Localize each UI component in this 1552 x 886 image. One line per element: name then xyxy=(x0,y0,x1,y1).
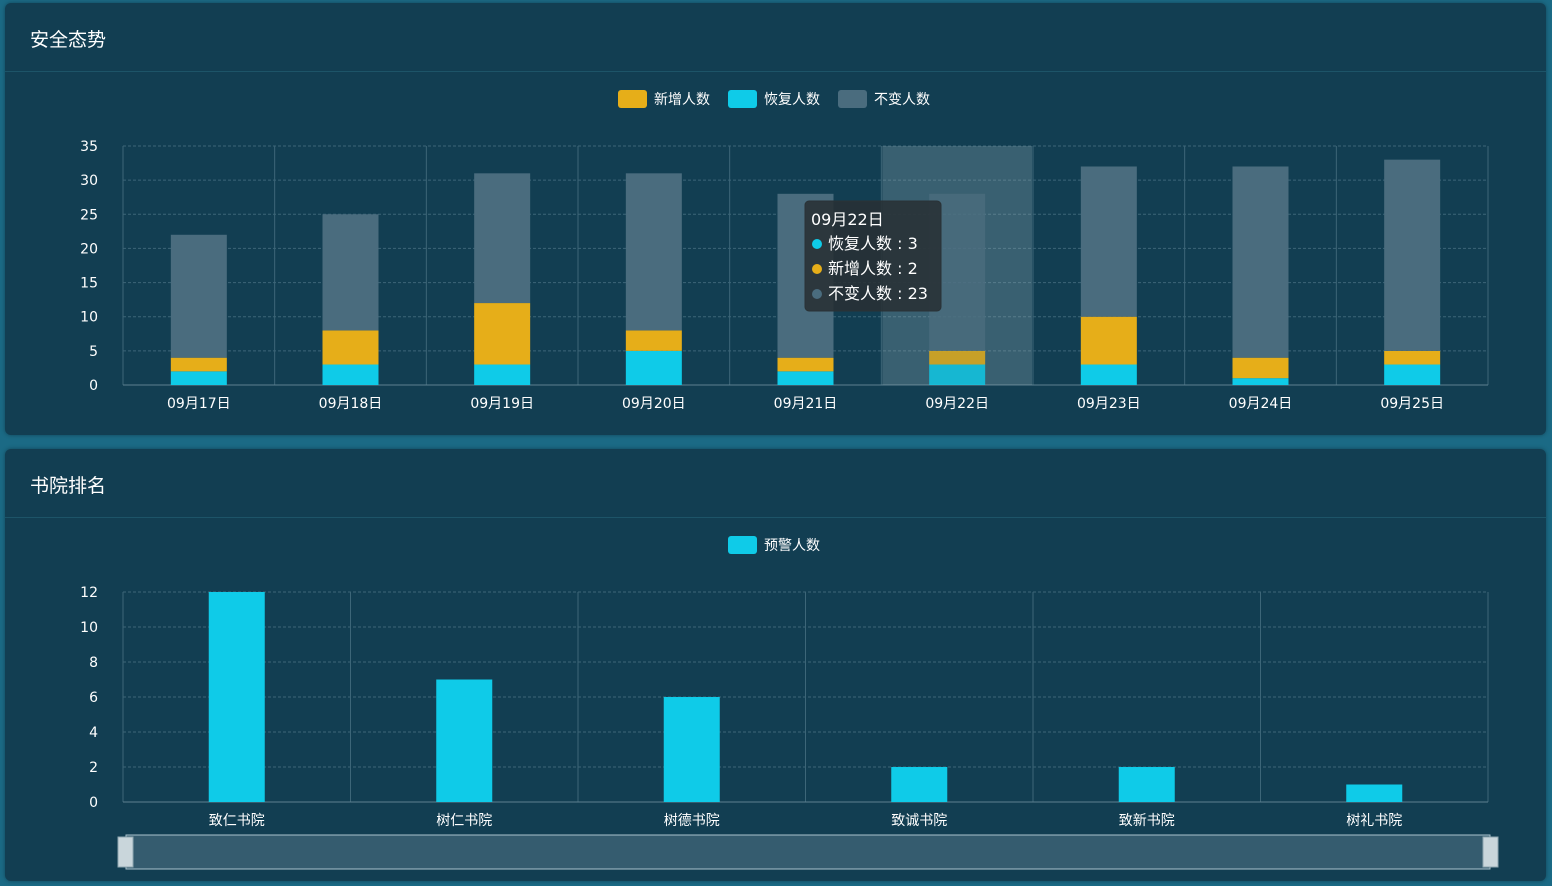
x-tick-label: 09月21日 xyxy=(774,396,838,412)
bar-不变人数-09月25日[interactable] xyxy=(1384,159,1441,351)
y-tick-label: 30 xyxy=(80,173,98,189)
bar-不变人数-09月23日[interactable] xyxy=(1080,166,1137,317)
y-tick-label: 2 xyxy=(89,760,98,776)
bar-新增人数-09月25日[interactable] xyxy=(1384,350,1441,365)
legend-label: 新增人数 xyxy=(654,92,710,108)
legend-item-新增人数[interactable]: 新增人数 xyxy=(618,90,710,108)
safety-situation-chart: 0 5 10 15 20 25 30 35 09月17日 09月18日 09月19日 09月20日 09… xyxy=(80,90,1489,412)
y-tick-label: 8 xyxy=(89,655,98,671)
bar-预警人数-树德书院[interactable] xyxy=(663,697,720,802)
legend-label: 恢复人数 xyxy=(764,91,820,108)
bar-恢复人数-09月17日[interactable] xyxy=(170,371,227,385)
panel-divider xyxy=(5,517,1546,518)
bar-恢复人数-09月23日[interactable] xyxy=(1080,364,1137,385)
bar-不变人数-09月24日[interactable] xyxy=(1232,166,1289,358)
bar-恢复人数-09月18日[interactable] xyxy=(322,364,379,385)
x-tick-label: 09月20日 xyxy=(622,396,686,412)
bar-恢复人数-09月19日[interactable] xyxy=(474,364,531,385)
y-tick-label: 20 xyxy=(80,241,98,257)
bar-预警人数-树礼书院[interactable] xyxy=(1346,784,1403,803)
bar-新增人数-09月17日[interactable] xyxy=(170,357,227,372)
x-tick-label: 致新书院 xyxy=(1119,813,1175,829)
panel-title: 书院排名 xyxy=(30,475,107,497)
tooltip-line: 恢复人数 : 3 xyxy=(828,234,918,253)
data-zoom-slider[interactable] xyxy=(117,834,1499,870)
x-tick-label: 09月23日 xyxy=(1077,396,1141,412)
safety-situation-panel: 安全态势 0 5 10 15 20 25 30 35 09月17日 09月18日 09月19日 09月… xyxy=(5,3,1546,435)
x-tick-label: 09月17日 xyxy=(167,396,231,412)
bar-不变人数-09月20日[interactable] xyxy=(625,173,682,331)
x-tick-label: 09月19日 xyxy=(470,396,534,412)
bar-恢复人数-09月20日[interactable] xyxy=(625,350,682,385)
tooltip-dot xyxy=(812,264,822,274)
legend-label: 不变人数 xyxy=(874,92,930,108)
x-tick-label: 09月24日 xyxy=(1229,396,1293,412)
x-tick-label: 09月18日 xyxy=(319,396,383,412)
y-tick-label: 0 xyxy=(89,378,98,394)
bar-不变人数-09月17日[interactable] xyxy=(170,234,227,358)
bar-新增人数-09月23日[interactable] xyxy=(1080,316,1137,365)
legend-item-不变人数[interactable]: 不变人数 xyxy=(838,90,930,108)
y-tick-label: 25 xyxy=(80,207,98,223)
x-tick-label: 树仁书院 xyxy=(436,813,492,829)
bar-不变人数-09月18日[interactable] xyxy=(322,214,379,331)
bar-新增人数-09月24日[interactable] xyxy=(1232,357,1289,379)
bar-恢复人数-09月21日[interactable] xyxy=(777,371,834,385)
x-tick-label: 09月22日 xyxy=(925,396,989,412)
legend-swatch xyxy=(838,90,867,108)
legend-item-预警人数[interactable]: 预警人数 xyxy=(728,536,820,554)
panel-title: 安全态势 xyxy=(30,29,107,51)
panel-divider xyxy=(5,71,1546,72)
zoom-handle-left[interactable] xyxy=(117,836,134,868)
bar-预警人数-致诚书院[interactable] xyxy=(891,767,948,802)
bar-不变人数-09月19日[interactable] xyxy=(474,173,531,304)
y-tick-label: 4 xyxy=(89,725,98,741)
bar-预警人数-致仁书院[interactable] xyxy=(208,592,265,802)
bar-预警人数-树仁书院[interactable] xyxy=(436,679,493,803)
y-tick-label: 5 xyxy=(89,344,98,360)
legend-swatch xyxy=(618,90,647,108)
tooltip-dot xyxy=(812,239,822,249)
y-tick-label: 15 xyxy=(80,276,98,292)
y-tick-label: 10 xyxy=(80,310,98,326)
bar-新增人数-09月18日[interactable] xyxy=(322,330,379,365)
y-tick-label: 0 xyxy=(89,795,98,811)
tooltip-line: 新增人数 : 2 xyxy=(828,259,918,278)
college-ranking-chart: 0 2 4 6 8 10 12 致仁书院 树仁书院 树德书院 致诚书院 致新书院 树礼书院 预警人数 xyxy=(80,536,1499,870)
tooltip-date: 09月22日 xyxy=(811,210,884,229)
college-ranking-panel: 书院排名 0 2 4 6 8 10 12 致仁书院 树仁书院 树德书院 致诚书院 致新书院 树礼书院 预警… xyxy=(5,449,1546,881)
y-tick-label: 35 xyxy=(80,139,98,155)
bar-预警人数-致新书院[interactable] xyxy=(1118,767,1175,802)
bar-恢复人数-09月22日[interactable] xyxy=(929,364,986,385)
tooltip-background xyxy=(804,200,942,312)
legend-swatch xyxy=(728,536,757,554)
zoom-handle-right[interactable] xyxy=(1482,836,1499,868)
x-tick-label: 树礼书院 xyxy=(1346,813,1402,829)
x-tick-label: 致仁书院 xyxy=(209,813,265,829)
bar-新增人数-09月22日[interactable] xyxy=(929,350,986,365)
tooltip-dot xyxy=(812,289,822,299)
bar-新增人数-09月19日[interactable] xyxy=(474,303,531,365)
legend-label: 预警人数 xyxy=(764,538,820,554)
bar-新增人数-09月20日[interactable] xyxy=(625,330,682,351)
legend-swatch xyxy=(728,90,757,108)
bar-恢复人数-09月24日[interactable] xyxy=(1232,378,1289,385)
y-tick-label: 12 xyxy=(80,585,98,601)
x-tick-label: 致诚书院 xyxy=(891,813,947,829)
y-tick-label: 6 xyxy=(89,690,98,706)
x-tick-label: 树德书院 xyxy=(664,813,720,829)
zoom-slider-track[interactable] xyxy=(125,834,1491,870)
y-tick-label: 10 xyxy=(80,620,98,636)
legend-item-恢复人数[interactable]: 恢复人数 xyxy=(728,90,820,108)
bar-恢复人数-09月25日[interactable] xyxy=(1384,364,1441,385)
tooltip-line: 不变人数 : 23 xyxy=(828,284,928,303)
bar-新增人数-09月21日[interactable] xyxy=(777,357,834,372)
x-tick-label: 09月25日 xyxy=(1380,396,1444,412)
